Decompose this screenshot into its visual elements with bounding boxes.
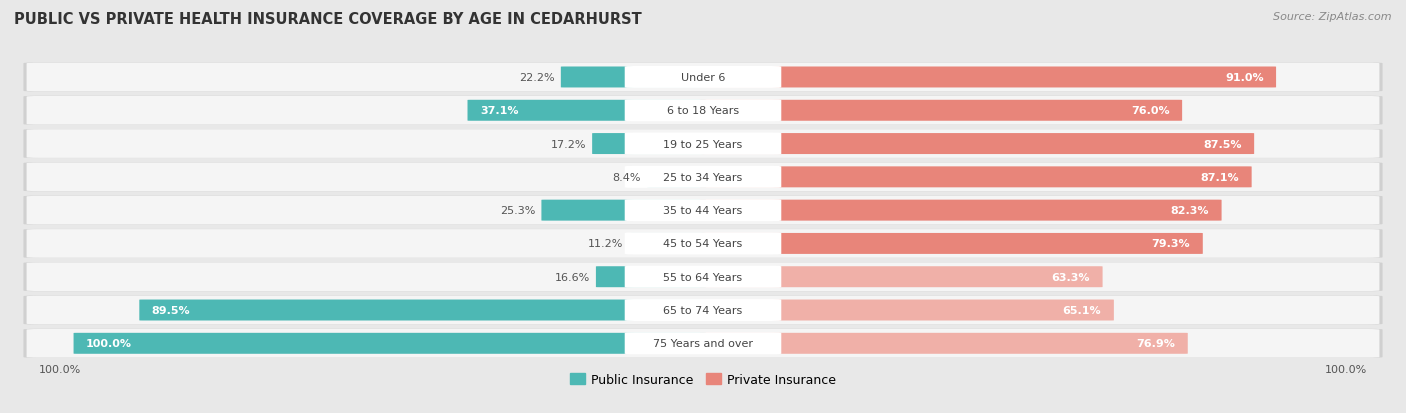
FancyBboxPatch shape [592,134,706,155]
FancyBboxPatch shape [27,130,1379,159]
Text: 65 to 74 Years: 65 to 74 Years [664,305,742,315]
FancyBboxPatch shape [624,266,782,288]
Text: 87.5%: 87.5% [1204,139,1241,149]
FancyBboxPatch shape [700,233,1202,254]
FancyBboxPatch shape [700,300,1114,321]
FancyBboxPatch shape [647,167,706,188]
Text: Under 6: Under 6 [681,73,725,83]
FancyBboxPatch shape [596,266,706,287]
FancyBboxPatch shape [27,97,1379,125]
FancyBboxPatch shape [468,100,706,121]
Text: 8.4%: 8.4% [613,173,641,183]
Text: 75 Years and over: 75 Years and over [652,339,754,349]
Text: 25 to 34 Years: 25 to 34 Years [664,173,742,183]
FancyBboxPatch shape [624,133,782,155]
FancyBboxPatch shape [139,300,706,321]
Legend: Public Insurance, Private Insurance: Public Insurance, Private Insurance [565,368,841,391]
Text: 100.0%: 100.0% [39,364,82,374]
FancyBboxPatch shape [27,230,1379,258]
Text: 79.3%: 79.3% [1152,239,1191,249]
FancyBboxPatch shape [27,296,1379,325]
FancyBboxPatch shape [700,67,1277,88]
FancyBboxPatch shape [24,196,1382,225]
Text: PUBLIC VS PRIVATE HEALTH INSURANCE COVERAGE BY AGE IN CEDARHURST: PUBLIC VS PRIVATE HEALTH INSURANCE COVER… [14,12,641,27]
Text: 65.1%: 65.1% [1063,305,1101,315]
FancyBboxPatch shape [624,100,782,122]
FancyBboxPatch shape [624,233,782,255]
FancyBboxPatch shape [630,233,706,254]
FancyBboxPatch shape [541,200,706,221]
FancyBboxPatch shape [700,266,1102,287]
Text: 45 to 54 Years: 45 to 54 Years [664,239,742,249]
FancyBboxPatch shape [624,332,782,354]
FancyBboxPatch shape [24,296,1382,325]
FancyBboxPatch shape [27,64,1379,92]
Text: 76.9%: 76.9% [1136,339,1175,349]
Text: 91.0%: 91.0% [1225,73,1264,83]
FancyBboxPatch shape [24,229,1382,258]
FancyBboxPatch shape [24,263,1382,292]
Text: 100.0%: 100.0% [86,339,132,349]
FancyBboxPatch shape [27,263,1379,291]
FancyBboxPatch shape [24,329,1382,358]
Text: 16.6%: 16.6% [554,272,589,282]
Text: Source: ZipAtlas.com: Source: ZipAtlas.com [1274,12,1392,22]
FancyBboxPatch shape [624,299,782,321]
Text: 76.0%: 76.0% [1130,106,1170,116]
Text: 55 to 64 Years: 55 to 64 Years [664,272,742,282]
Text: 82.3%: 82.3% [1171,206,1209,216]
FancyBboxPatch shape [24,97,1382,126]
FancyBboxPatch shape [624,166,782,188]
Text: 22.2%: 22.2% [519,73,554,83]
Text: 11.2%: 11.2% [588,239,623,249]
Text: 87.1%: 87.1% [1201,173,1239,183]
Text: 63.3%: 63.3% [1052,272,1090,282]
FancyBboxPatch shape [700,100,1182,121]
Text: 25.3%: 25.3% [499,206,536,216]
Text: 100.0%: 100.0% [1324,364,1367,374]
FancyBboxPatch shape [73,333,706,354]
Text: 35 to 44 Years: 35 to 44 Years [664,206,742,216]
Text: 89.5%: 89.5% [152,305,190,315]
FancyBboxPatch shape [700,200,1222,221]
Text: 19 to 25 Years: 19 to 25 Years [664,139,742,149]
FancyBboxPatch shape [27,196,1379,225]
FancyBboxPatch shape [700,333,1188,354]
Text: 17.2%: 17.2% [550,139,586,149]
FancyBboxPatch shape [27,163,1379,192]
Text: 6 to 18 Years: 6 to 18 Years [666,106,740,116]
Text: 37.1%: 37.1% [479,106,519,116]
FancyBboxPatch shape [624,199,782,222]
FancyBboxPatch shape [700,134,1254,155]
FancyBboxPatch shape [27,329,1379,358]
FancyBboxPatch shape [24,163,1382,192]
FancyBboxPatch shape [561,67,706,88]
FancyBboxPatch shape [24,63,1382,92]
FancyBboxPatch shape [700,167,1251,188]
FancyBboxPatch shape [24,130,1382,159]
FancyBboxPatch shape [624,67,782,89]
